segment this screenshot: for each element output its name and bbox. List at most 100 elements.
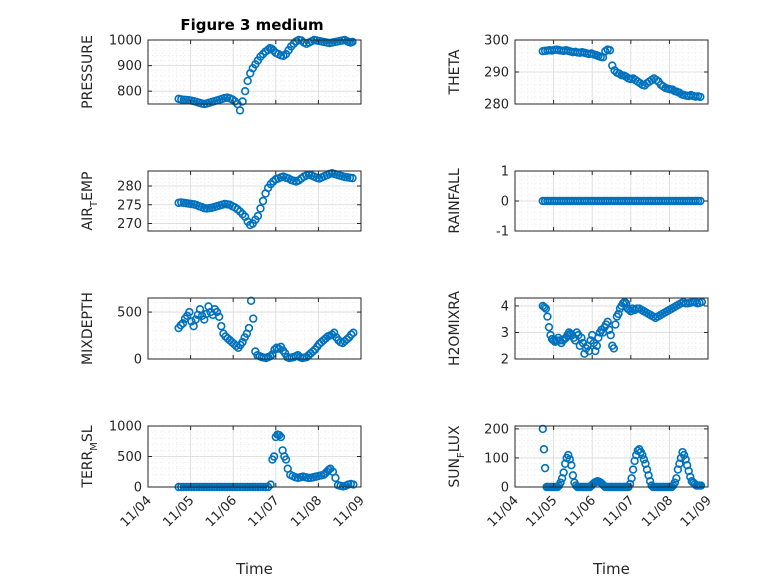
subplot-terrmsl: 0 500 1000 TERRMSL 11/04 11/05 11/06 11/07 11/08… bbox=[80, 420, 368, 579]
y-tick-label: 290 bbox=[484, 66, 509, 81]
subplot-sunflux: 0 100 200 SUNFLUX 11/04 11/05 11/06 11/07 11/08 1… bbox=[447, 422, 715, 578]
data-point bbox=[696, 196, 705, 206]
data-point bbox=[244, 323, 254, 333]
data-point bbox=[628, 465, 638, 474]
data-point bbox=[540, 463, 550, 473]
data-point bbox=[187, 317, 196, 326]
data-point bbox=[349, 328, 358, 337]
data-point bbox=[178, 319, 188, 328]
data-point bbox=[541, 304, 551, 313]
data-point bbox=[621, 299, 631, 308]
x-tick-label: 11/09 bbox=[331, 493, 368, 530]
data-point bbox=[235, 106, 245, 115]
y-tick-label: 1000 bbox=[109, 420, 142, 435]
y-axis-label: SUNFLUX bbox=[447, 425, 467, 488]
data-point bbox=[253, 211, 263, 221]
y-tick-label: 280 bbox=[117, 180, 142, 195]
x-tick-label: 11/06 bbox=[562, 493, 599, 530]
y-tick-label: 0 bbox=[501, 481, 509, 496]
y-tick-label: 0 bbox=[501, 195, 509, 210]
x-tick-label: 11/07 bbox=[246, 493, 283, 530]
data-point bbox=[639, 455, 649, 464]
data-point bbox=[605, 46, 615, 55]
x-axis-label: Time bbox=[592, 560, 630, 578]
subplot-pressure: 800 900 1000 PRESSURE bbox=[80, 34, 362, 115]
y-axis-label: PRESSURE bbox=[80, 35, 96, 109]
data-point bbox=[539, 445, 549, 454]
data-point bbox=[670, 478, 680, 487]
data-point bbox=[303, 473, 313, 483]
data-point bbox=[342, 335, 352, 344]
subplot-mixdepth: 0 500 MIXDEPTH bbox=[80, 292, 362, 368]
data-point bbox=[276, 432, 286, 442]
subplot-airtemp: 270 275 280 AIRTEMP bbox=[80, 169, 362, 232]
data-point bbox=[348, 173, 357, 183]
data-point bbox=[212, 307, 222, 317]
y-tick-label: 2 bbox=[501, 353, 509, 368]
data-point bbox=[348, 37, 357, 46]
y-tick-label: 4 bbox=[501, 299, 509, 314]
data-point bbox=[604, 325, 614, 335]
y-tick-label: 300 bbox=[484, 34, 509, 49]
y-tick-label: 280 bbox=[484, 98, 509, 113]
data-point bbox=[627, 474, 636, 483]
data-point bbox=[591, 346, 600, 356]
data-point bbox=[697, 297, 707, 307]
data-point bbox=[249, 314, 258, 323]
data-point bbox=[308, 347, 318, 356]
data-point bbox=[238, 337, 247, 347]
y-tick-label: 0 bbox=[134, 481, 142, 496]
x-tick-label: 11/04 bbox=[118, 493, 155, 530]
y-axis-label: THETA bbox=[447, 49, 463, 95]
data-point bbox=[618, 299, 628, 308]
data-point bbox=[672, 474, 681, 483]
data-point bbox=[331, 473, 340, 483]
data-point bbox=[268, 350, 277, 359]
y-tick-label: 0 bbox=[134, 353, 142, 368]
data-point bbox=[349, 480, 358, 489]
data-point bbox=[559, 468, 568, 477]
y-tick-label: 100 bbox=[484, 451, 509, 466]
data-point bbox=[577, 333, 586, 342]
data-point bbox=[266, 351, 275, 361]
x-tick-label: 11/04 bbox=[485, 493, 522, 530]
y-tick-label: 200 bbox=[484, 422, 509, 437]
y-tick-label: 800 bbox=[117, 85, 142, 100]
axes-frame bbox=[147, 170, 362, 232]
data-point bbox=[275, 430, 284, 440]
figure-title: Figure 3 medium bbox=[180, 16, 323, 34]
y-tick-label: 500 bbox=[117, 306, 142, 321]
data-point bbox=[543, 312, 552, 321]
data-point bbox=[217, 321, 226, 331]
data-point bbox=[540, 303, 549, 312]
y-tick-label: -1 bbox=[496, 225, 509, 240]
data-point bbox=[269, 452, 279, 461]
data-point bbox=[609, 344, 619, 353]
y-tick-label: 275 bbox=[117, 198, 142, 213]
y-tick-label: 900 bbox=[117, 59, 142, 74]
x-axis-label: Time bbox=[235, 560, 273, 578]
data-point bbox=[214, 312, 224, 321]
x-tick-label: 11/09 bbox=[678, 493, 715, 530]
subplot-h2omixra: 2 3 4 H2OMIXRA bbox=[447, 291, 709, 368]
data-point bbox=[258, 196, 268, 206]
y-tick-label: 270 bbox=[117, 217, 142, 232]
data-point bbox=[603, 317, 612, 327]
data-point bbox=[191, 315, 200, 324]
axes-frame bbox=[514, 425, 709, 488]
subplot-theta: 280 290 300 THETA bbox=[447, 34, 709, 113]
data-point bbox=[281, 455, 291, 464]
data-point bbox=[608, 61, 617, 70]
data-point bbox=[240, 86, 250, 96]
data-point bbox=[620, 297, 629, 307]
y-tick-label: 1 bbox=[501, 165, 509, 180]
data-point bbox=[329, 328, 339, 337]
data-point bbox=[347, 330, 356, 339]
subplot-rainfall: -1 0 1 RAINFALL bbox=[447, 165, 709, 240]
data-point bbox=[243, 76, 252, 86]
data-point bbox=[564, 450, 573, 460]
data-point bbox=[231, 341, 241, 351]
data-point bbox=[638, 450, 647, 460]
